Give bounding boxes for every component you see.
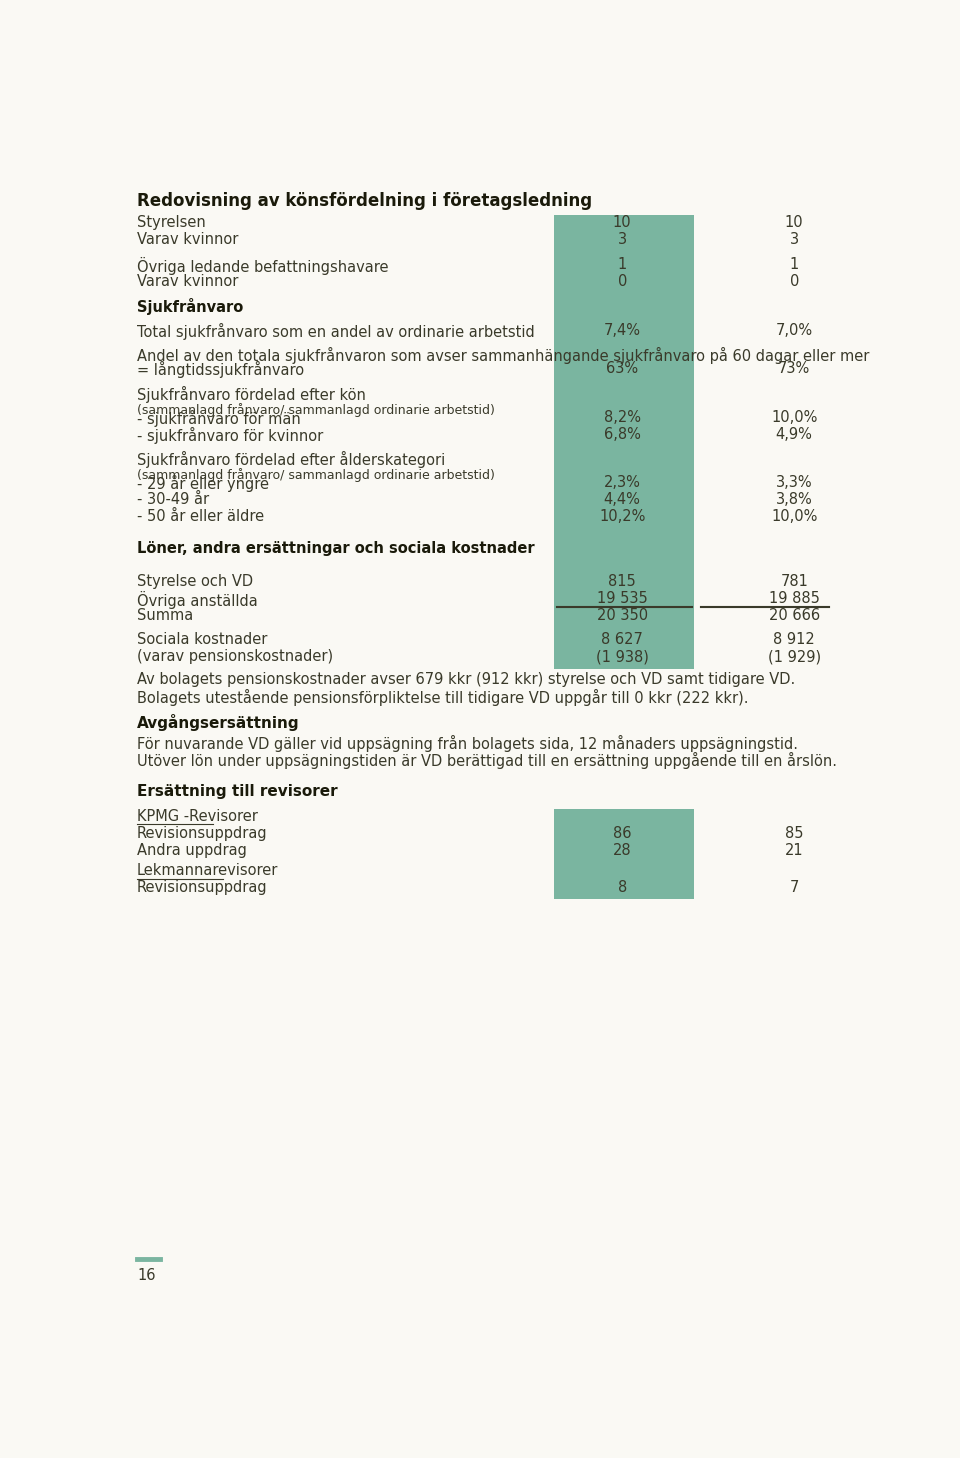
Text: Andra uppdrag: Andra uppdrag [137,843,247,857]
Text: 6,8%: 6,8% [604,427,640,442]
Text: 8: 8 [617,881,627,895]
Text: Total sjukfrånvaro som en andel av ordinarie arbetstid: Total sjukfrånvaro som en andel av ordin… [137,322,535,340]
Text: 20 350: 20 350 [596,608,648,623]
FancyBboxPatch shape [554,809,693,898]
Text: 7,0%: 7,0% [776,322,813,338]
Text: 8 627: 8 627 [601,633,643,647]
Text: Redovisning av könsfördelning i företagsledning: Redovisning av könsfördelning i företags… [137,192,592,210]
FancyBboxPatch shape [554,214,693,669]
Text: 0: 0 [789,274,799,289]
Text: 0: 0 [617,274,627,289]
Text: 781: 781 [780,574,808,589]
Text: 7: 7 [789,881,799,895]
Text: Av bolagets pensionskostnader avser 679 kkr (912 kkr) styrelse och VD samt tidig: Av bolagets pensionskostnader avser 679 … [137,672,795,687]
Text: 20 666: 20 666 [769,608,820,623]
Text: Avgångsersättning: Avgångsersättning [137,714,300,730]
Text: Styrelse och VD: Styrelse och VD [137,574,253,589]
Text: Sjukfrånvaro fördelad efter kön: Sjukfrånvaro fördelad efter kön [137,386,366,402]
Text: = långtidssjukfrånvaro: = långtidssjukfrånvaro [137,362,304,378]
Text: 21: 21 [785,843,804,857]
Text: 85: 85 [785,825,804,841]
Text: 28: 28 [612,843,632,857]
Text: Varav kvinnor: Varav kvinnor [137,274,238,289]
Text: 1: 1 [790,257,799,271]
Text: 10,0%: 10,0% [771,509,817,523]
Text: 10,0%: 10,0% [771,410,817,424]
Text: (varav pensionskostnader): (varav pensionskostnader) [137,649,333,665]
Text: 4,9%: 4,9% [776,427,813,442]
Text: (sammanlagd frånvaro/ sammanlagd ordinarie arbetstid): (sammanlagd frånvaro/ sammanlagd ordinar… [137,468,495,483]
Text: Andel av den totala sjukfrånvaron som avser sammanhängande sjukfrånvaro på 60 da: Andel av den totala sjukfrånvaron som av… [137,347,870,364]
Text: (1 938): (1 938) [596,649,649,665]
Text: - 50 år eller äldre: - 50 år eller äldre [137,509,264,523]
Text: 16: 16 [137,1268,156,1283]
Text: Övriga anställda: Övriga anställda [137,590,258,609]
Text: 2,3%: 2,3% [604,475,640,490]
Text: Sociala kostnader: Sociala kostnader [137,633,268,647]
Text: 3,8%: 3,8% [776,493,812,507]
Text: 19 535: 19 535 [597,590,648,605]
Text: 10: 10 [785,214,804,230]
Text: 1: 1 [617,257,627,271]
Text: 63%: 63% [606,362,638,376]
Text: 815: 815 [609,574,636,589]
Text: Revisionsuppdrag: Revisionsuppdrag [137,825,268,841]
Text: 3: 3 [617,232,627,246]
Text: - sjukfrånvaro för män: - sjukfrånvaro för män [137,410,300,427]
Text: 86: 86 [612,825,632,841]
Text: Övriga ledande befattningshavare: Övriga ledande befattningshavare [137,257,389,274]
Text: 8,2%: 8,2% [604,410,640,424]
Text: - 29 år eller yngre: - 29 år eller yngre [137,475,269,493]
Text: Sjukfrånvaro fördelad efter ålderskategori: Sjukfrånvaro fördelad efter ålderskatego… [137,452,445,468]
Text: Utöver lön under uppsägningstiden är VD berättigad till en ersättning uppgående : Utöver lön under uppsägningstiden är VD … [137,752,837,768]
Text: 3,3%: 3,3% [776,475,812,490]
Text: Bolagets utestående pensionsförpliktelse till tidigare VD uppgår till 0 kkr (222: Bolagets utestående pensionsförpliktelse… [137,690,749,706]
Text: 4,4%: 4,4% [604,493,640,507]
Text: - 30-49 år: - 30-49 år [137,493,209,507]
Text: - sjukfrånvaro för kvinnor: - sjukfrånvaro för kvinnor [137,427,324,443]
Text: Ersättning till revisorer: Ersättning till revisorer [137,784,338,799]
Text: (1 929): (1 929) [768,649,821,665]
Text: Summa: Summa [137,608,193,623]
Text: 8 912: 8 912 [774,633,815,647]
Text: Lekmannarevisorer: Lekmannarevisorer [137,863,278,878]
Text: (sammanlagd frånvaro/ sammanlagd ordinarie arbetstid): (sammanlagd frånvaro/ sammanlagd ordinar… [137,402,495,417]
Text: 3: 3 [790,232,799,246]
Text: KPMG -Revisorer: KPMG -Revisorer [137,809,258,824]
Text: Löner, andra ersättningar och sociala kostnader: Löner, andra ersättningar och sociala ko… [137,541,535,557]
Text: Revisionsuppdrag: Revisionsuppdrag [137,881,268,895]
Text: 7,4%: 7,4% [604,322,640,338]
Text: Styrelsen: Styrelsen [137,214,205,230]
Text: 10: 10 [612,214,632,230]
Text: 10,2%: 10,2% [599,509,645,523]
Text: Sjukfrånvaro: Sjukfrånvaro [137,297,243,315]
Text: Varav kvinnor: Varav kvinnor [137,232,238,246]
Text: För nuvarande VD gäller vid uppsägning från bolagets sida, 12 månaders uppsägnin: För nuvarande VD gäller vid uppsägning f… [137,735,798,752]
Text: 73%: 73% [779,362,810,376]
Text: 19 885: 19 885 [769,590,820,605]
